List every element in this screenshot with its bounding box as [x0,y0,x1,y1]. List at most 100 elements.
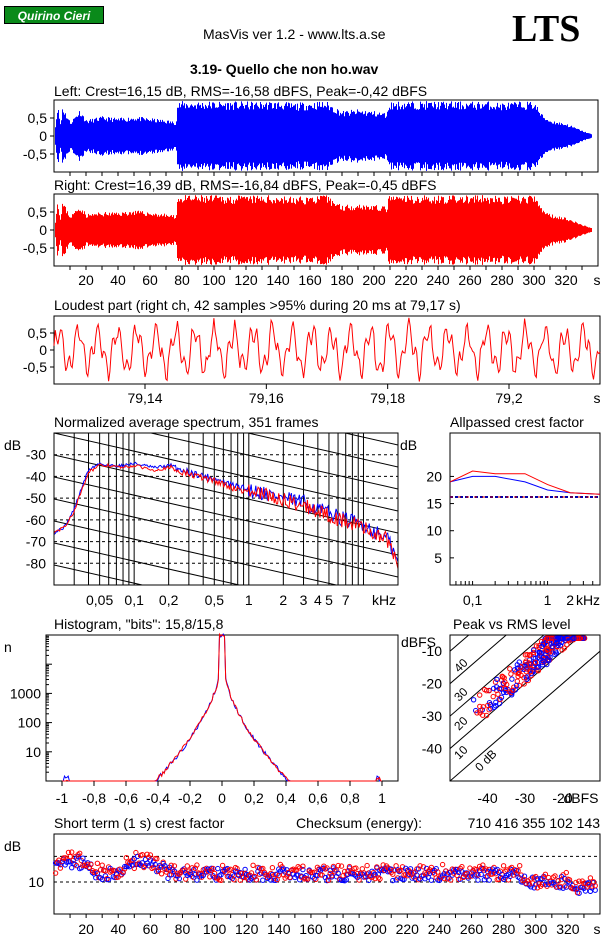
shortterm-right-point [253,877,259,883]
shortterm-left-point [194,877,200,883]
y-tick-label: 0 [39,222,47,238]
peakrms-point [543,641,550,647]
shortterm-left-point [521,873,528,879]
shortterm-left-point [390,877,396,884]
x-tick-label: 7 [342,592,350,608]
x-unit-label: kHz [576,592,600,608]
shortterm-right-point [184,863,191,869]
x-tick-label: 100 [202,272,226,288]
shortterm-right-point [97,867,104,873]
shortterm-right-point [475,872,481,878]
x-tick-label: 260 [460,921,484,937]
allpass-left-line [449,475,601,495]
peakrms-point [538,653,544,659]
x-tick-label: -40 [477,790,497,806]
y-tick-label: 0 [39,342,47,358]
shortterm-left-point [581,885,587,891]
peakrms-point [527,662,534,668]
x-tick-label: 200 [362,272,386,288]
y-tick-label: -0,5 [23,146,47,162]
peakrms-point [515,665,521,671]
shortterm-right-point [218,877,224,883]
peakrms-point [580,635,586,641]
spectrum-slope-line [245,433,398,468]
shortterm-right-point [57,865,64,871]
peakrms-point [483,712,490,719]
spectrum-slope-line [54,520,339,585]
x-tick-label: 60 [143,921,159,937]
spectrum-slope-line [54,476,398,556]
peakrms-ylabel: dBFS [401,634,436,650]
shortterm-right-point [489,871,496,877]
peakrms-point [521,681,527,687]
spectrum-right-line [54,462,398,569]
shortterm-left-point [335,870,341,876]
peakrms-diagonal [450,635,545,717]
shortterm-right-point [208,867,215,873]
loudest-title: Loudest part (right ch, 42 samples >95% … [54,297,461,313]
shortterm-right-point [404,873,410,879]
x-tick-label: 220 [396,921,420,937]
x-tick-label: 40 [110,921,126,937]
shortterm-left-point [199,872,205,878]
x-tick-label: 1 [544,592,552,608]
shortterm-right-point [517,863,523,869]
y-tick-label: -0,5 [23,359,47,375]
y-tick-label: 0,5 [28,110,48,126]
shortterm-right-point [325,877,332,883]
shortterm-left-point [407,866,414,872]
peakrms-point [502,679,508,685]
x-tick-label: 140 [267,921,291,937]
peakrms-point [513,682,520,689]
shortterm-right-point [219,862,226,869]
shortterm-right-point [77,850,83,856]
x-unit-label: s [594,921,601,937]
peakrms-point [535,668,541,674]
peakrms-point [553,650,559,656]
x-tick-label: 0,4 [276,790,296,806]
shortterm-left-point [105,876,112,883]
y-tick-label: 100 [18,715,42,731]
shortterm-right-point [300,863,306,869]
shortterm-right-point [518,872,524,878]
shortterm-right-point [338,863,345,869]
x-tick-label: 79,14 [127,390,162,406]
x-tick-label: 79,2 [495,390,522,406]
peakrms-plot [450,635,600,781]
shortterm-right-point [227,866,234,872]
peakrms-point [474,710,480,716]
y-tick-label: 0,5 [28,204,48,220]
x-tick-label: 80 [175,921,191,937]
shortterm-right-point [467,865,473,871]
shortterm-right-point [250,862,256,868]
x-unit-label: kHz [372,592,396,608]
shortterm-left-point [454,866,460,873]
y-tick-label: -40 [422,741,442,757]
shortterm-right-point [231,877,237,883]
peakrms-point [486,707,492,713]
peakrms-point [552,651,558,658]
peakrms-point [536,644,542,650]
x-tick-label: 300 [524,921,548,937]
shortterm-right-point [88,861,94,868]
y-tick-label: -20 [422,676,442,692]
shortterm-right-point [417,863,423,869]
shortterm-right-point [335,862,341,869]
x-tick-label: -1 [56,790,69,806]
x-tick-label: 0,2 [244,790,264,806]
shortterm-left-point [215,865,221,872]
peakrms-diagonal-label: 0 dB [472,747,499,774]
allpass-frame [449,432,601,586]
x-tick-label: 0,1 [124,592,144,608]
shortterm-right-point [377,876,383,882]
left-waveform-chart: Left: Crest=16,15 dB, RMS=-16,58 dBFS, P… [23,83,599,176]
x-tick-label: 200 [363,921,387,937]
x-tick-label: 0,2 [159,592,179,608]
shortterm-right-point [555,878,561,884]
y-tick-label: 1000 [10,685,41,701]
x-tick-label: 180 [331,921,355,937]
x-tick-label: 0,1 [463,592,483,608]
shortterm-right-point [353,865,359,871]
